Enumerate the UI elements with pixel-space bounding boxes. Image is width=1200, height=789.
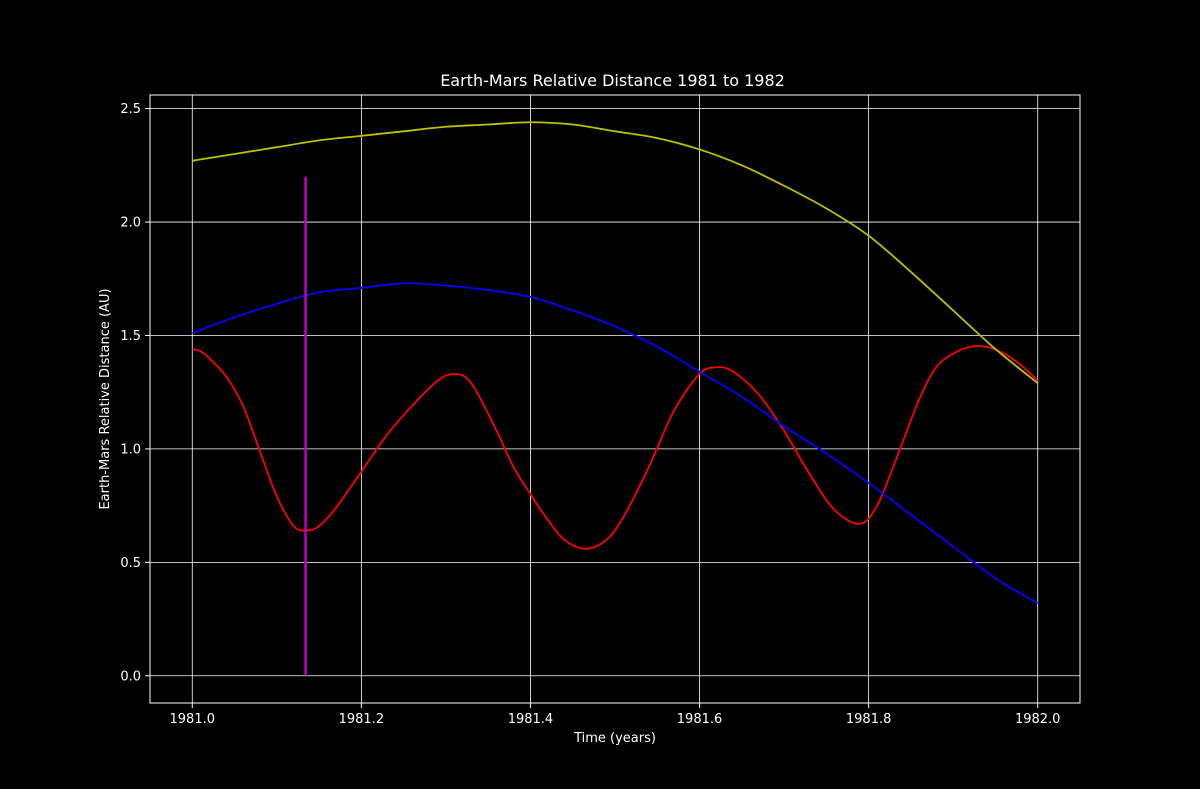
y-axis-title: Earth-Mars Relative Distance (AU) <box>98 288 113 509</box>
y-tick-label: 1.5 <box>120 329 141 344</box>
y-tick-label: 2.0 <box>120 216 141 231</box>
x-tick-label: 1982.0 <box>1015 712 1061 727</box>
y-tick-label: 1.0 <box>120 442 141 457</box>
y-tick-label: 0.5 <box>120 556 141 571</box>
x-tick-label: 1981.6 <box>677 712 723 727</box>
red-distance-series-line <box>192 345 1039 550</box>
yellow-distance-series-line <box>192 121 1039 384</box>
x-axis-title: Time (years) <box>573 731 656 746</box>
x-tick-label: 1981.0 <box>170 712 216 727</box>
x-tick-label: 1981.2 <box>339 712 385 727</box>
grid <box>150 95 1080 703</box>
y-axis-ticks: 0.0 0.5 1.0 1.5 2.0 2.5 <box>120 102 150 684</box>
y-tick-label: 2.5 <box>120 102 141 117</box>
blue-distance-series-line <box>191 282 1039 604</box>
x-axis-ticks: 1981.0 1981.2 1981.4 1981.6 1981.8 1982.0 <box>170 703 1061 727</box>
plot-frame <box>149 94 1081 704</box>
x-tick-label: 1981.8 <box>846 712 892 727</box>
y-tick-label: 0.0 <box>120 669 141 684</box>
x-tick-label: 1981.4 <box>508 712 554 727</box>
chart-title: Earth-Mars Relative Distance 1981 to 198… <box>440 71 785 90</box>
series-layer <box>191 121 1039 604</box>
